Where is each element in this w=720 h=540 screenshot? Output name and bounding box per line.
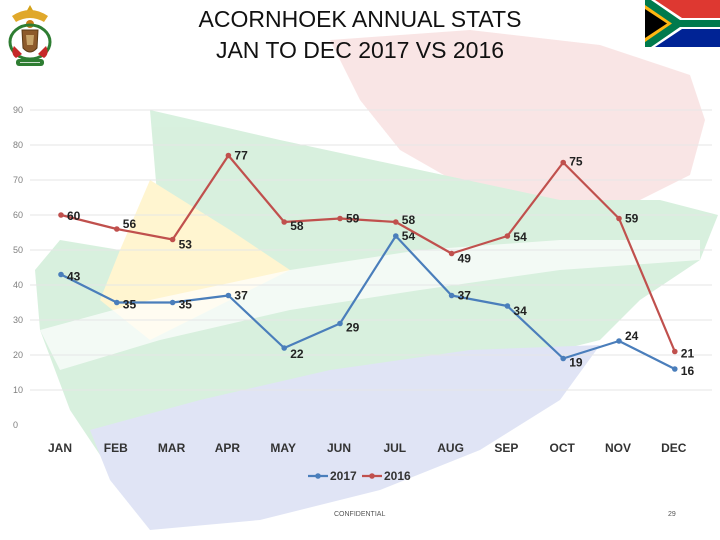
- data-point-2016-may: [281, 219, 288, 225]
- map-white-band: [40, 240, 700, 370]
- data-point-2017-may: [281, 345, 288, 351]
- data-label-2016-dec: 21: [681, 347, 695, 361]
- y-tick-label-70: 70: [13, 175, 23, 185]
- x-tick-label-apr: APR: [215, 441, 241, 455]
- south-africa-flag: [645, 0, 720, 47]
- x-tick-label-sep: SEP: [494, 441, 518, 455]
- data-point-2017-dec: [672, 366, 678, 372]
- x-tick-label-dec: DEC: [661, 441, 687, 455]
- legend-item-2016: 2016: [362, 469, 411, 483]
- data-point-2016-feb: [114, 226, 120, 232]
- data-label-2017-dec: 16: [681, 364, 695, 378]
- page-title: ACORNHOEK ANNUAL STATS JAN TO DEC 2017 V…: [0, 4, 720, 66]
- data-point-2016-jan: [58, 212, 64, 218]
- y-tick-label-0: 0: [13, 420, 18, 430]
- y-tick-label-80: 80: [13, 140, 23, 150]
- data-label-2017-sep: 34: [513, 304, 527, 318]
- x-tick-label-jun: JUN: [327, 441, 351, 455]
- x-tick-label-jan: JAN: [48, 441, 72, 455]
- x-tick-label-feb: FEB: [104, 441, 128, 455]
- data-label-2017-may: 22: [290, 347, 304, 361]
- page-number: 29: [668, 511, 676, 518]
- series-2017: 43 35 35 37 22 29 54 37 34 19 24 16: [58, 229, 694, 378]
- y-axis-ticks: 0 10 20 30 40 50 60 70 80 90: [13, 105, 23, 430]
- legend-label-2016: 2016: [384, 469, 411, 483]
- data-point-2017-sep: [504, 303, 511, 309]
- map-blue-region: [90, 345, 600, 530]
- chart-legend: 2017 2016: [308, 469, 411, 483]
- series-2016: 60 56 53 77 58 59 58 49 54 75 59 21: [58, 149, 694, 361]
- south-africa-map-watermark: [35, 30, 718, 530]
- data-point-2017-jun: [337, 320, 343, 327]
- data-label-2016-jan: 60: [67, 209, 81, 223]
- x-tick-label-nov: NOV: [605, 441, 631, 455]
- title-line-1: ACORNHOEK ANNUAL STATS: [198, 6, 522, 32]
- data-label-2017-aug: 37: [458, 289, 472, 303]
- data-label-2016-oct: 75: [569, 155, 583, 169]
- data-label-2016-jun: 59: [346, 212, 360, 226]
- map-red-region: [330, 30, 705, 205]
- data-point-2016-oct: [560, 159, 566, 166]
- legend-marker-2017: [315, 473, 321, 479]
- data-point-2017-oct: [560, 355, 566, 362]
- data-point-2016-mar: [169, 236, 176, 243]
- y-tick-label-10: 10: [13, 385, 23, 395]
- legend-marker-2016: [369, 473, 375, 479]
- data-label-2016-feb: 56: [123, 217, 137, 231]
- data-point-2016-nov: [616, 215, 622, 222]
- series-line-2017: [60, 234, 676, 370]
- y-tick-label-90: 90: [13, 105, 23, 115]
- data-point-2016-aug: [448, 250, 455, 257]
- data-point-2016-jul: [393, 219, 399, 225]
- series-line-2016: [60, 154, 676, 352]
- x-tick-label-may: MAY: [270, 441, 296, 455]
- data-point-2017-nov: [616, 338, 622, 344]
- x-tick-label-aug: AUG: [437, 441, 464, 455]
- y-tick-label-50: 50: [13, 245, 23, 255]
- data-point-2016-apr: [225, 152, 232, 159]
- data-label-2017-jun: 29: [346, 321, 360, 335]
- data-label-2017-apr: 37: [234, 289, 248, 303]
- data-point-2017-aug: [448, 292, 455, 299]
- data-label-2016-nov: 59: [625, 212, 639, 226]
- data-label-2016-may: 58: [290, 219, 304, 233]
- data-point-2016-dec: [672, 348, 678, 355]
- chart-series: 43 35 35 37 22 29 54 37 34 19 24 16 60 56 53 77 58 59 58 49…: [58, 149, 694, 378]
- data-label-2016-jul: 58: [402, 213, 416, 227]
- data-point-2017-apr: [225, 292, 232, 299]
- legend-item-2017: 2017: [308, 469, 357, 483]
- confidential-footer: CONFIDENTIAL: [334, 511, 386, 518]
- data-point-2016-jun: [337, 215, 343, 222]
- y-tick-label-40: 40: [13, 280, 23, 290]
- data-label-2017-jan: 43: [67, 270, 81, 284]
- data-label-2017-jul: 54: [402, 229, 416, 243]
- y-tick-label-20: 20: [13, 350, 23, 360]
- data-point-2017-jul: [393, 233, 399, 239]
- map-yellow-region: [100, 180, 290, 340]
- data-label-2016-apr: 77: [234, 149, 248, 163]
- data-label-2016-sep: 54: [513, 230, 527, 244]
- data-label-2016-aug: 49: [458, 252, 472, 266]
- data-point-2017-jan: [58, 271, 64, 278]
- data-label-2016-mar: 53: [179, 238, 193, 252]
- x-tick-label-jul: JUL: [383, 441, 406, 455]
- chart-gridlines: [30, 109, 712, 391]
- data-point-2017-mar: [169, 299, 176, 306]
- y-tick-label-60: 60: [13, 210, 23, 220]
- title-line-2: JAN TO DEC 2017 VS 2016: [215, 37, 505, 63]
- data-label-2017-mar: 35: [179, 298, 193, 312]
- y-tick-label-30: 30: [13, 315, 23, 325]
- x-tick-label-oct: OCT: [550, 441, 576, 455]
- legend-label-2017: 2017: [330, 469, 357, 483]
- x-tick-label-mar: MAR: [158, 441, 186, 455]
- data-point-2017-feb: [114, 299, 120, 306]
- data-label-2017-nov: 24: [625, 329, 639, 343]
- data-point-2016-sep: [504, 233, 511, 239]
- x-axis-ticks: JAN FEB MAR APR MAY JUN JUL AUG SEP OCT NOV DEC: [48, 441, 687, 455]
- data-label-2017-oct: 19: [569, 356, 583, 370]
- data-label-2017-feb: 35: [123, 298, 137, 312]
- coat-of-arms-logo: [8, 5, 52, 66]
